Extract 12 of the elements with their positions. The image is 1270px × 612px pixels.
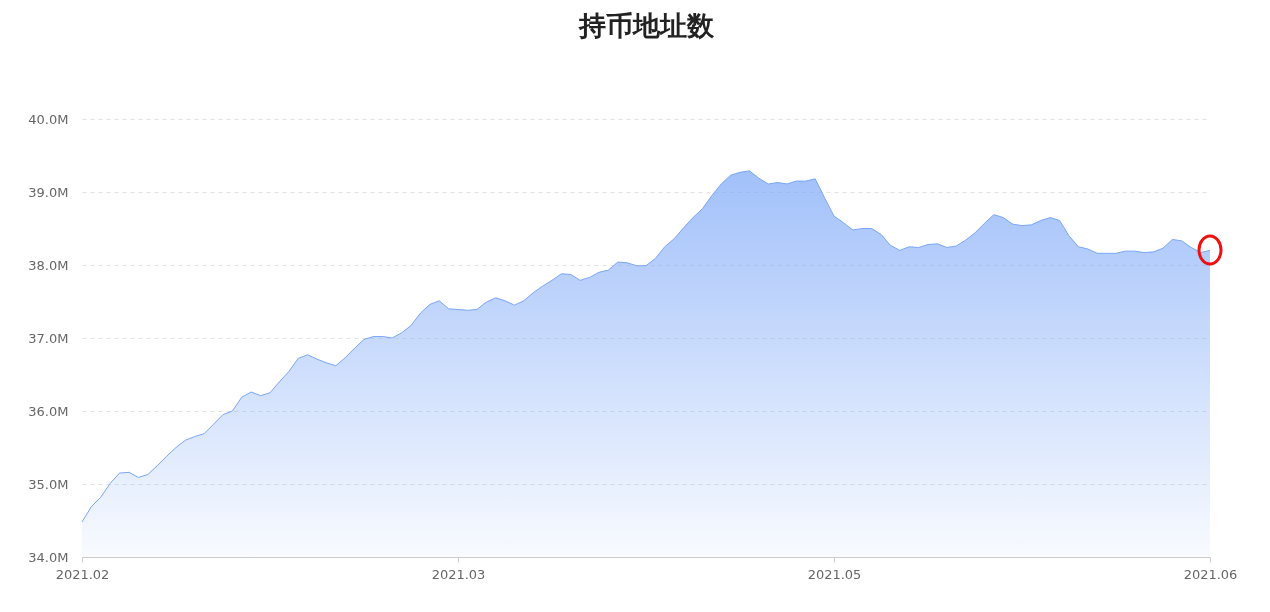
x-tick-label: 2021.05 — [807, 566, 862, 582]
x-tick-label: 2021.06 — [1183, 566, 1238, 582]
x-tick-label: 2021.02 — [55, 566, 110, 582]
x-tick-label: 2021.03 — [431, 566, 486, 582]
y-tick-label: 36.0M — [28, 403, 69, 419]
chart-title: 持币地址数 — [577, 10, 715, 41]
y-tick-label: 35.0M — [28, 476, 69, 492]
y-tick-label: 38.0M — [28, 257, 69, 273]
y-tick-label: 34.0M — [28, 549, 69, 565]
y-tick-label: 40.0M — [28, 111, 69, 127]
y-tick-label: 39.0M — [28, 184, 69, 200]
y-tick-label: 37.0M — [28, 330, 69, 346]
